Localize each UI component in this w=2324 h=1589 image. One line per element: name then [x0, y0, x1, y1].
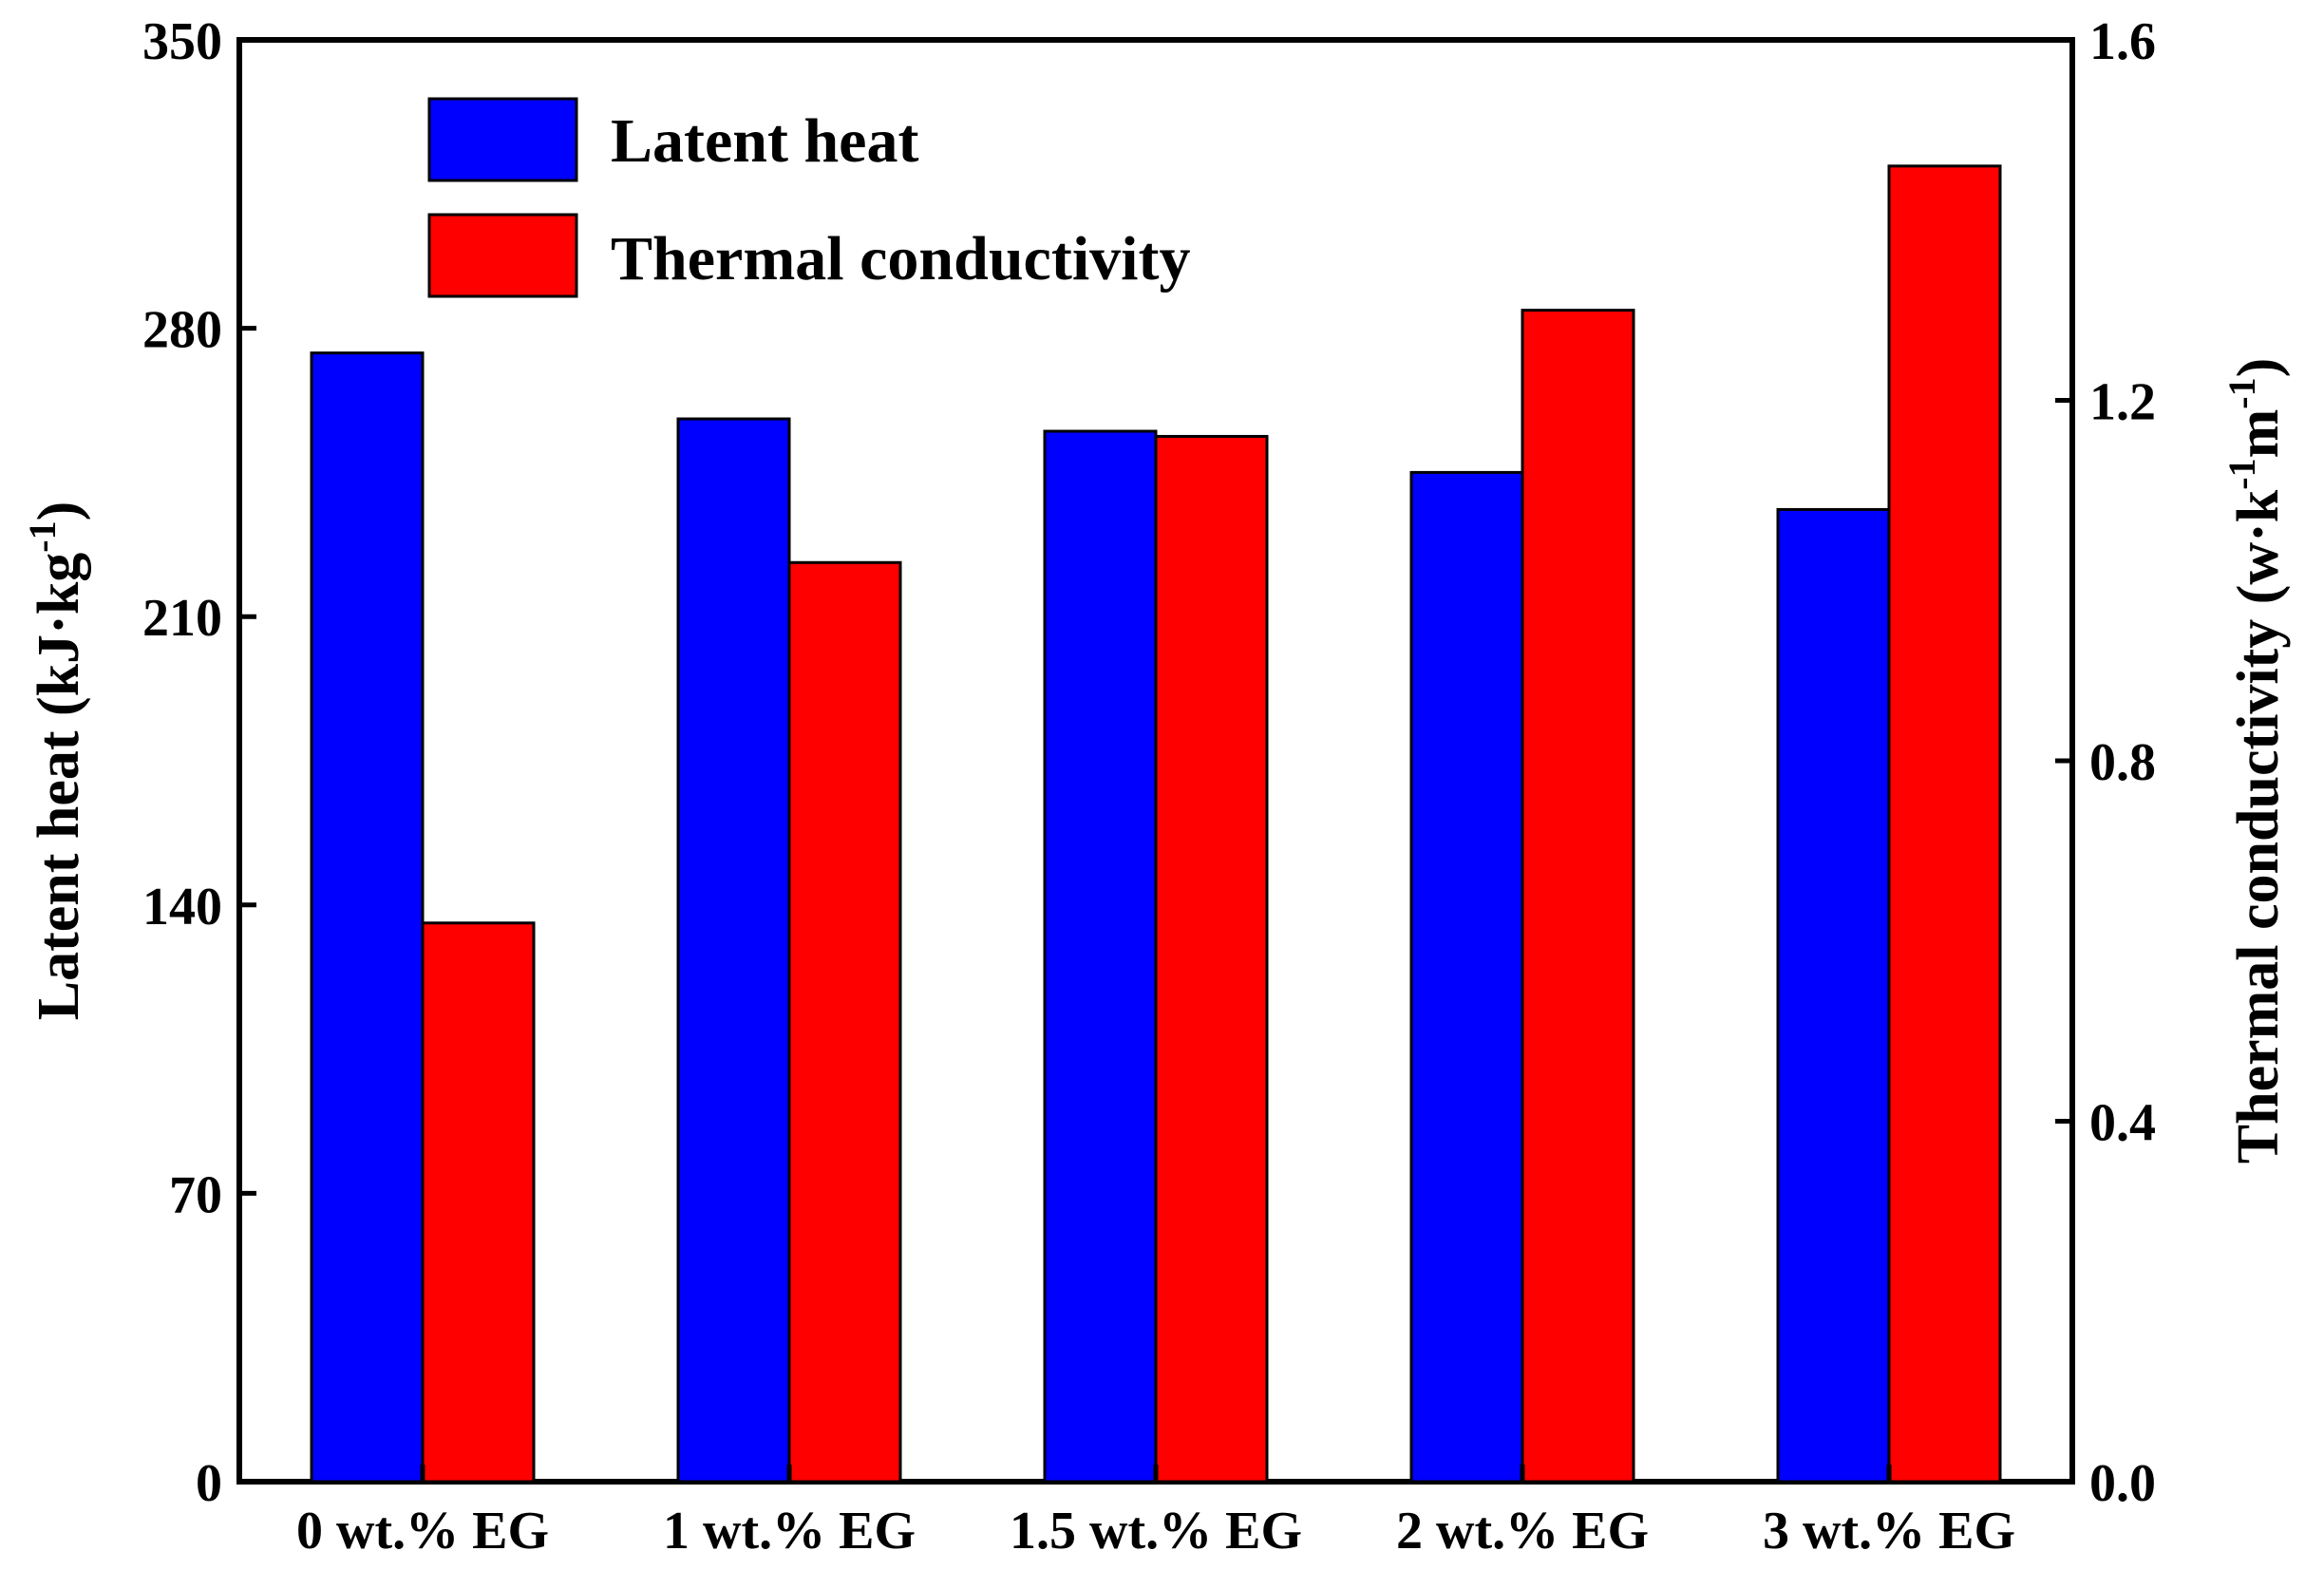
y-left-tick-label-1: 70: [169, 1165, 222, 1224]
right-axis-ticks: 0.0 0.4 0.8 1.2 1.6: [2055, 12, 2156, 1513]
y-right-axis-title: Thermal conductivity (w·k-1m-1): [2220, 358, 2291, 1164]
bar-thermal-conductivity-2: [1154, 434, 1269, 1484]
x-tick-label-4: 3 wt.% EG: [1763, 1502, 2015, 1561]
legend: Latent heat Thermal conductivity: [427, 97, 1190, 298]
bar-latent-heat-3: [1409, 470, 1524, 1484]
y-right-title-end: ): [2226, 358, 2291, 378]
bar-latent-heat-4: [1776, 507, 1891, 1484]
bar-thermal-conductivity-4: [1887, 164, 2002, 1484]
y-left-tick-label-3: 210: [142, 589, 222, 648]
y-right-tick-label-1: 0.4: [2089, 1094, 2156, 1153]
y-right-tick-label-2: 0.8: [2089, 733, 2156, 792]
y-right-title-main: Thermal conductivity (w·k: [2226, 489, 2291, 1163]
y-right-title-mid: m: [2226, 409, 2291, 459]
y-right-tick-label-3: 1.2: [2089, 373, 2156, 432]
y-left-title-sup: -1: [21, 520, 64, 552]
legend-label-thermal-conductivity: Thermal conductivity: [611, 224, 1190, 293]
legend-swatch-thermal-conductivity: [427, 213, 578, 298]
x-tick-label-2: 1.5 wt.% EG: [1010, 1502, 1302, 1561]
y-left-title-end: ): [27, 501, 91, 521]
x-tick-label-1: 1 wt.% EG: [663, 1502, 916, 1561]
y-right-title-sup2: -1: [2220, 377, 2263, 408]
x-tick-label-0: 0 wt.% EG: [296, 1502, 549, 1561]
y-right-title-sup1: -1: [2220, 458, 2263, 489]
y-left-tick-label-0: 0: [196, 1454, 222, 1513]
bar-thermal-conductivity-0: [421, 921, 536, 1484]
bar-latent-heat-1: [676, 417, 791, 1484]
legend-label-latent-heat: Latent heat: [611, 106, 918, 176]
y-right-tick-label-4: 1.6: [2089, 12, 2156, 71]
bar-thermal-conductivity-3: [1521, 309, 1635, 1484]
bar-latent-heat-0: [310, 351, 425, 1484]
y-left-title-main: Latent heat (kJ·kg: [27, 553, 91, 1021]
y-left-tick-label-5: 350: [142, 12, 222, 71]
legend-swatch-latent-heat: [427, 97, 578, 182]
left-axis-ticks: 0 70 140 210 280 350: [142, 12, 256, 1513]
y-right-tick-label-0: 0.0: [2089, 1454, 2156, 1513]
bars-group: [310, 164, 2002, 1484]
y-left-axis-title: Latent heat (kJ·kg-1): [21, 501, 91, 1021]
y-left-tick-label-2: 140: [142, 878, 222, 936]
bar-thermal-conductivity-1: [787, 560, 902, 1484]
bar-latent-heat-2: [1043, 429, 1158, 1484]
x-tick-label-3: 2 wt.% EG: [1396, 1502, 1649, 1561]
x-axis-ticks: 0 wt.% EG 1 wt.% EG 1.5 wt.% EG 2 wt.% EG 3 …: [296, 1465, 2015, 1561]
y-left-tick-label-4: 280: [142, 301, 222, 360]
